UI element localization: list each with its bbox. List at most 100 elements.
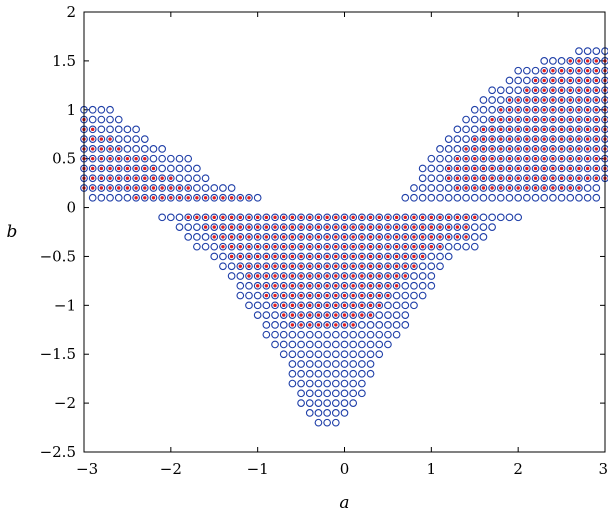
scatter-point-dot xyxy=(342,293,347,298)
scatter-point-open xyxy=(175,193,184,202)
scatter-point-open xyxy=(297,350,305,359)
scatter-point-dot xyxy=(464,156,468,161)
scatter-point-dot xyxy=(568,127,572,132)
scatter-point-open xyxy=(340,291,349,300)
scatter-point-open xyxy=(566,145,575,153)
scatter-point-open xyxy=(132,174,140,183)
scatter-point-dot xyxy=(99,186,104,190)
scatter-point-open xyxy=(436,193,444,202)
scatter-point-open xyxy=(236,213,245,222)
scatter-point-dot xyxy=(386,235,390,239)
scatter-point-dot xyxy=(525,127,529,132)
scatter-point-dot xyxy=(559,127,564,132)
scatter-point-open xyxy=(488,96,496,104)
scatter-point-dot xyxy=(143,186,147,190)
scatter-point-dot xyxy=(507,127,512,132)
scatter-point-dot xyxy=(134,166,138,171)
scatter-point-open xyxy=(366,369,375,378)
scatter-point-open xyxy=(323,262,331,271)
scatter-point-open xyxy=(201,193,210,202)
scatter-point-open xyxy=(349,340,358,349)
scatter-point-open xyxy=(340,369,349,378)
scatter-point-dot xyxy=(238,264,242,268)
scatter-point-dot xyxy=(351,303,355,308)
scatter-point-dot xyxy=(585,59,590,63)
scatter-point-open xyxy=(340,272,349,280)
scatter-point-open xyxy=(418,174,427,183)
scatter-point-open xyxy=(349,301,358,310)
scatter-point-open xyxy=(88,184,97,192)
scatter-point-open xyxy=(392,291,401,300)
scatter-point-open xyxy=(323,379,331,388)
scatter-point-open xyxy=(505,154,514,163)
scatter-point-open xyxy=(366,360,375,368)
scatter-point-open xyxy=(384,301,392,310)
scatter-point-open xyxy=(106,174,114,183)
scatter-point-open xyxy=(575,193,583,202)
scatter-point-open xyxy=(114,145,123,153)
scatter-point-dot xyxy=(195,215,199,220)
scatter-point-open xyxy=(219,193,227,202)
scatter-point-open xyxy=(106,184,114,192)
scatter-point-dot xyxy=(386,225,390,229)
scatter-point-dot xyxy=(351,244,355,249)
scatter-point-open xyxy=(531,105,540,114)
scatter-point-dot xyxy=(594,127,599,132)
scatter-point-dot xyxy=(151,196,156,200)
scatter-point-open xyxy=(323,360,331,368)
scatter-point-dot xyxy=(386,254,390,259)
scatter-point-open xyxy=(583,125,592,134)
scatter-point-dot xyxy=(351,264,355,268)
y-tick-label: 0.5 xyxy=(52,150,76,168)
scatter-point-open xyxy=(540,76,549,85)
scatter-point-open xyxy=(453,145,462,153)
scatter-point-open xyxy=(314,272,323,280)
scatter-point-open xyxy=(106,154,114,163)
scatter-point-open xyxy=(305,330,314,339)
scatter-point-dot xyxy=(551,127,555,132)
scatter-point-open xyxy=(575,86,583,95)
scatter-point-open xyxy=(331,321,340,329)
scatter-point-dot xyxy=(290,244,295,249)
scatter-point-dot xyxy=(273,235,277,239)
scatter-point-dot xyxy=(229,244,234,249)
scatter-point-open xyxy=(279,321,288,329)
scatter-point-dot xyxy=(308,274,312,278)
scatter-point-open xyxy=(297,321,305,329)
scatter-point-open xyxy=(297,291,305,300)
scatter-point-dot xyxy=(412,244,416,249)
scatter-point-open xyxy=(444,233,453,241)
scatter-point-open xyxy=(557,125,566,134)
scatter-point-open xyxy=(470,223,479,231)
scatter-point-open xyxy=(583,76,592,85)
scatter-point-open xyxy=(323,233,331,241)
scatter-point-open xyxy=(201,184,210,192)
scatter-point-open xyxy=(331,389,340,398)
scatter-point-dot xyxy=(117,176,121,180)
scatter-point-dot xyxy=(577,156,581,161)
scatter-point-open xyxy=(410,233,418,241)
scatter-point-dot xyxy=(282,284,286,288)
scatter-point-dot xyxy=(316,235,321,239)
scatter-point-open xyxy=(184,213,193,222)
scatter-point-open xyxy=(331,350,340,359)
scatter-point-open xyxy=(540,184,549,192)
scatter-point-open xyxy=(540,174,549,183)
scatter-point-open xyxy=(262,262,271,271)
scatter-point-dot xyxy=(412,254,416,259)
scatter-point-open xyxy=(392,311,401,319)
scatter-point-dot xyxy=(533,108,538,112)
scatter-point-dot xyxy=(542,88,546,92)
scatter-point-dot xyxy=(273,244,277,249)
scatter-point-open xyxy=(488,125,496,134)
scatter-point-open xyxy=(418,252,427,261)
y-axis-title: b xyxy=(7,222,18,242)
scatter-point-open xyxy=(462,213,470,222)
scatter-point-dot xyxy=(264,244,269,249)
scatter-point-dot xyxy=(368,215,373,220)
scatter-point-open xyxy=(271,233,279,241)
scatter-point-dot xyxy=(481,127,486,132)
scatter-point-open xyxy=(245,272,253,280)
scatter-point-open xyxy=(314,311,323,319)
scatter-point-open xyxy=(123,193,132,202)
